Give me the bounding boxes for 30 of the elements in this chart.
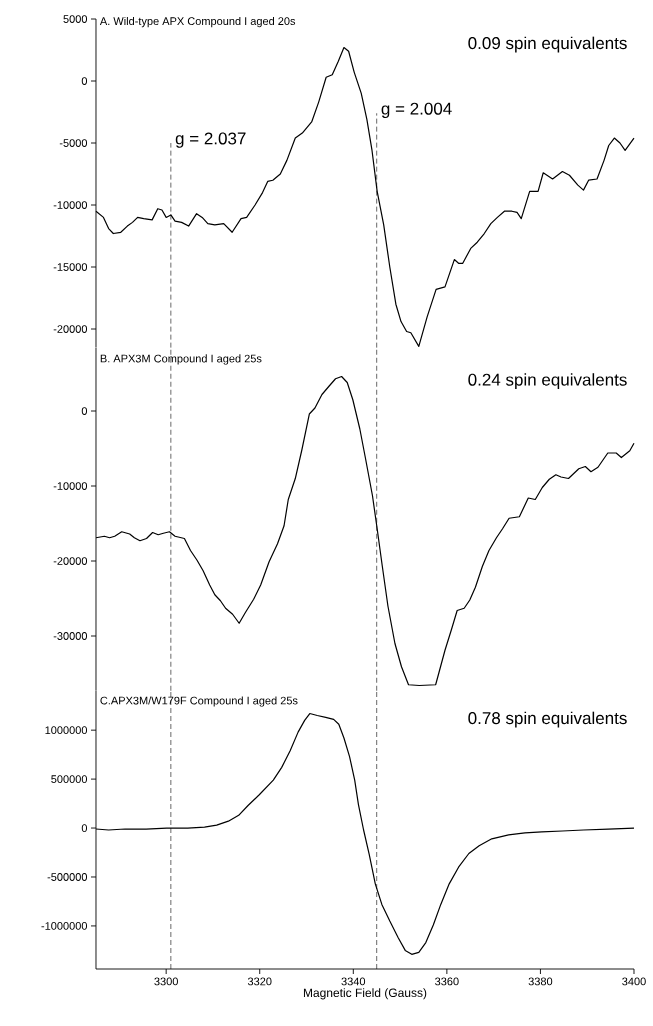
annotation: 0.09 spin equivalents [468,36,627,53]
y-tick-label: -5000 [59,139,88,147]
y-tick-label: 1000000 [45,726,88,735]
y-tick-label: 0 [81,77,88,85]
y-tick-label: -10000 [53,482,88,490]
chart-title: C.APX3M/W179F Compound I aged 25s [100,696,298,707]
x-axis-title: Magnetic Field (Gauss) [303,988,427,1000]
y-tick-label: -500000 [47,873,88,881]
x-tick-label: 3300 [154,977,178,986]
y-tick-label: 500000 [51,775,88,783]
x-tick-label: 3320 [247,977,272,986]
y-tick-label: -10000 [53,201,88,209]
y-tick-label: 0 [81,824,88,832]
text: B. APX3M Compound I aged 25s [100,354,262,365]
x-tick-label: 3400 [622,977,646,986]
y-tick-label: -1000000 [41,922,88,930]
annotation: 0.78 spin equivalents [468,711,627,728]
annotation: 0.24 spin equivalents [468,373,627,390]
x-tick-label: 3380 [528,977,553,986]
y-tick-label: 5000 [63,15,88,23]
x-tick-label: 3340 [341,977,366,986]
x-tick-label: 3360 [435,977,459,986]
y-tick-label: 0 [81,407,88,415]
annotation: g = 2.037 [175,132,246,148]
annotation: g = 2.004 [381,102,452,119]
y-tick-label: -20000 [53,557,88,565]
y-tick-label: -20000 [53,325,88,333]
y-tick-label: -30000 [53,632,88,640]
y-tick-label: -15000 [53,263,88,271]
chart-title: A. Wild-type APX Compound I aged 20s [99,16,296,28]
